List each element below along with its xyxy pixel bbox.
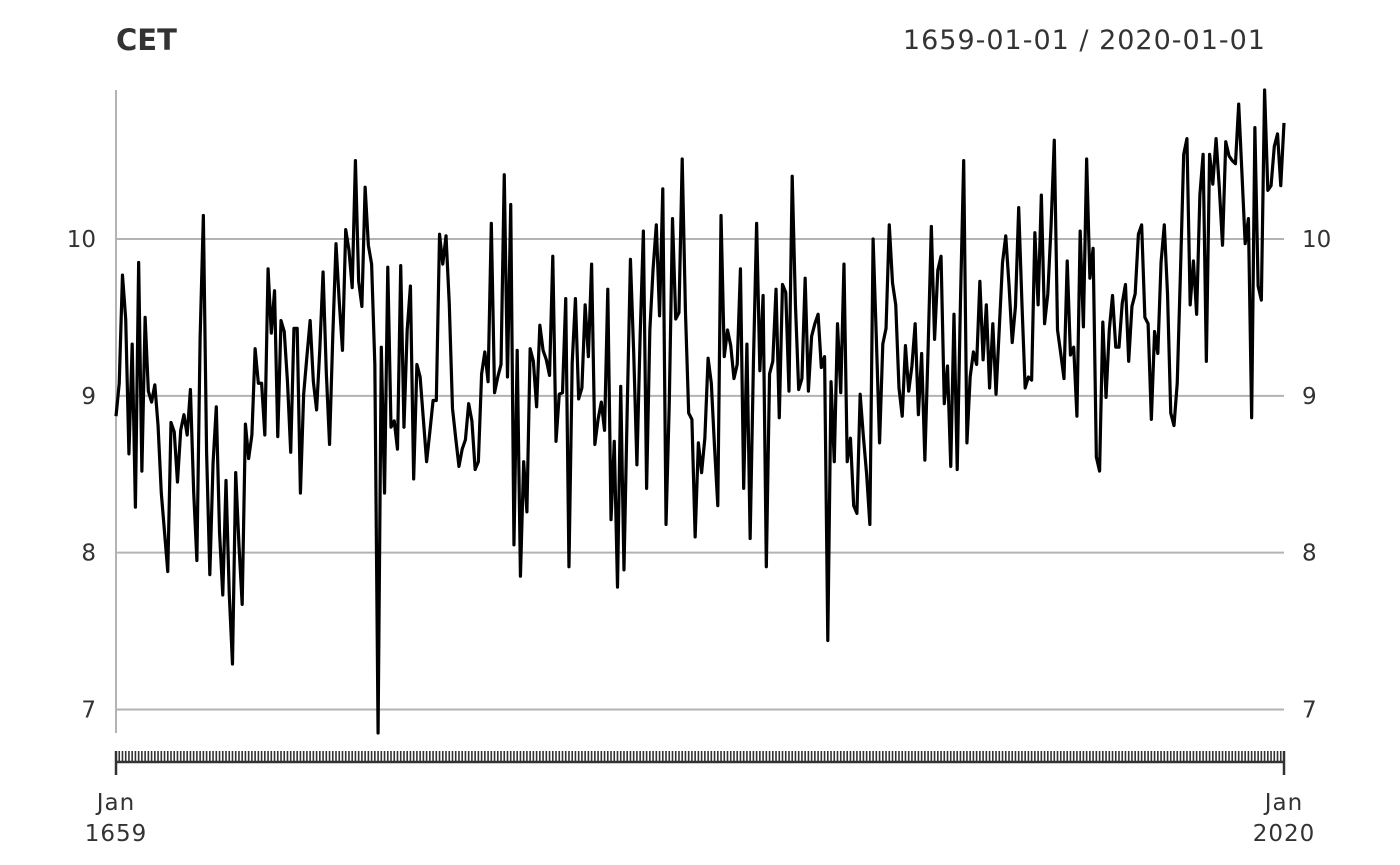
series-layer xyxy=(114,88,1286,735)
x-tick-year-1659: 1659 xyxy=(85,821,148,847)
x-tick-month-1659: Jan xyxy=(95,790,135,816)
y-tick-right-7: 7 xyxy=(1302,697,1317,723)
x-axis xyxy=(114,751,1286,775)
chart-title: CET xyxy=(116,23,177,57)
y-tick-left-8: 8 xyxy=(81,541,96,567)
y-tick-right-10: 10 xyxy=(1302,227,1331,253)
y-axis-left-labels: 7 8 9 10 xyxy=(67,227,96,723)
y-tick-left-9: 9 xyxy=(81,384,96,410)
x-axis-labels: Jan 1659 Jan 2020 xyxy=(85,790,1316,847)
grid-lines xyxy=(115,90,1284,733)
x-axis-minor-ticks xyxy=(115,751,1285,762)
y-tick-right-8: 8 xyxy=(1302,541,1317,567)
x-tick-year-2020: 2020 xyxy=(1253,821,1316,847)
y-tick-right-9: 9 xyxy=(1302,384,1317,410)
y-tick-left-7: 7 xyxy=(81,697,96,723)
series-line-CET xyxy=(114,88,1286,735)
y-axis-right-labels: 7 8 9 10 xyxy=(1302,227,1331,723)
chart-date-range: 1659-01-01 / 2020-01-01 xyxy=(903,25,1266,56)
x-tick-month-2020: Jan xyxy=(1263,790,1303,816)
y-tick-left-10: 10 xyxy=(67,227,96,253)
